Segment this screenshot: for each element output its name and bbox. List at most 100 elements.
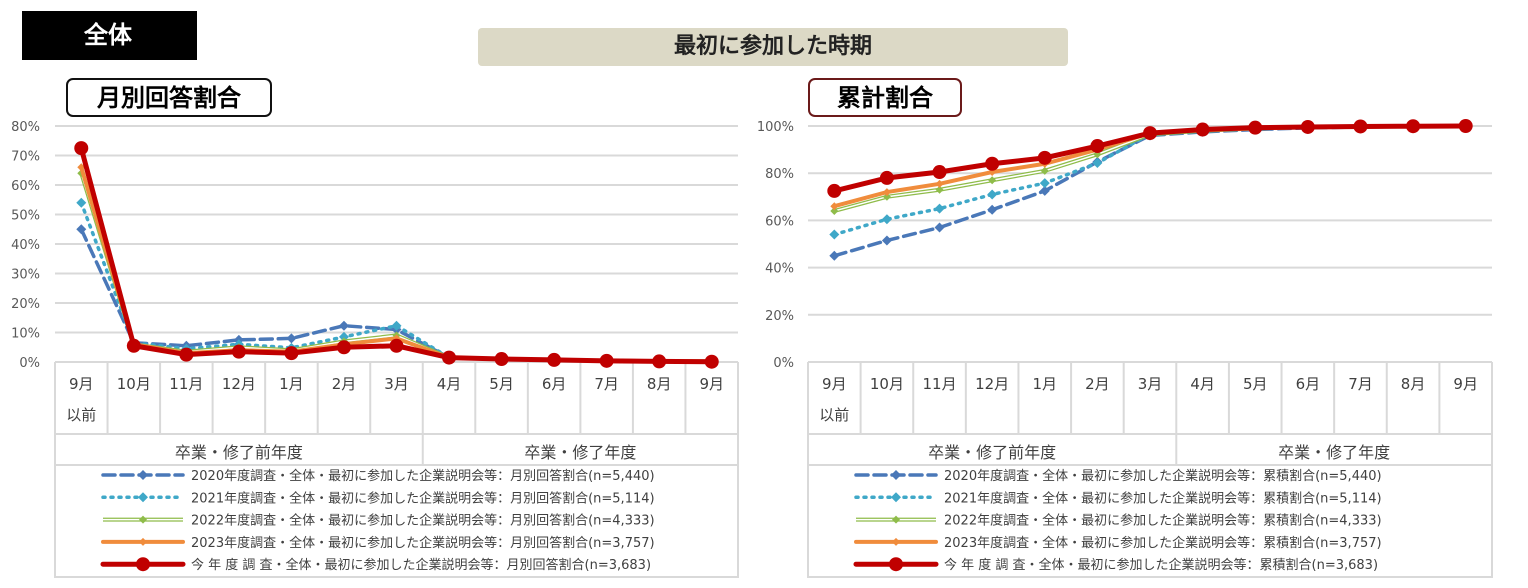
y-tick-label: 40% — [11, 238, 40, 253]
y-tick-label: 60% — [11, 179, 40, 194]
x-tick-label: 3月 — [384, 375, 409, 393]
y-tick-label: 40% — [765, 262, 794, 277]
data-point — [138, 492, 148, 503]
data-point — [1040, 166, 1049, 175]
data-point — [829, 229, 840, 240]
data-point — [1406, 119, 1421, 134]
data-point — [1353, 119, 1368, 134]
x-tick-label: 5月 — [1243, 375, 1268, 393]
data-point — [935, 185, 944, 194]
legend-label: 2021年度調査・全体・最初に参加した企業説明会等：累積割合(n=5,114) — [944, 490, 1382, 506]
y-tick-label: 80% — [11, 120, 40, 135]
data-point — [934, 203, 945, 214]
legend-label: 2020年度調査・全体・最初に参加した企業説明会等：月別回答割合(n=5,440… — [191, 468, 655, 484]
data-point — [830, 202, 839, 211]
data-point — [389, 338, 404, 353]
data-point — [891, 470, 901, 480]
data-point — [442, 350, 457, 365]
data-point — [1458, 119, 1473, 133]
data-point — [932, 165, 947, 180]
legend-label: 2020年度調査・全体・最初に参加した企業説明会等：累積割合(n=5,440) — [944, 468, 1382, 484]
data-point — [599, 353, 614, 368]
x-tick-label: 6月 — [542, 375, 567, 393]
data-point — [76, 197, 87, 208]
legend-label: 2023年度調査・全体・最初に参加した企業説明会等：月別回答割合(n=3,757… — [191, 535, 655, 551]
data-point — [1092, 158, 1103, 169]
data-point — [892, 515, 900, 524]
data-point — [829, 250, 840, 261]
data-point — [882, 192, 891, 201]
x-tick-label: 11月 — [169, 375, 203, 393]
x-tick-label: 3月 — [1138, 375, 1163, 393]
y-tick-label: 50% — [11, 209, 40, 224]
legend-label: 今 年 度 調 査・全体・最初に参加した企業説明会等：累積割合(n=3,683) — [944, 557, 1378, 573]
x-tick-label: 12月 — [975, 375, 1009, 393]
data-point — [336, 340, 351, 355]
data-point — [881, 235, 892, 246]
data-point — [889, 557, 903, 572]
legend-label: 今 年 度 調 査・全体・最初に参加した企業説明会等：月別回答割合(n=3,68… — [191, 557, 651, 573]
x-tick-label: 4月 — [1190, 375, 1215, 393]
x-tick-label: 5月 — [489, 375, 514, 393]
y-tick-label: 70% — [11, 150, 40, 165]
y-tick-label: 0% — [773, 356, 794, 371]
data-point — [704, 354, 719, 369]
x-tick-label: 9月 — [1453, 375, 1478, 393]
data-point — [286, 333, 297, 344]
data-point — [881, 214, 892, 225]
data-point — [74, 141, 89, 156]
data-point — [1300, 119, 1315, 134]
data-point — [987, 189, 998, 200]
y-tick-label: 10% — [11, 327, 40, 342]
group-label: 卒業・修了前年度 — [928, 443, 1056, 462]
scope-tag: 全体 — [22, 11, 197, 60]
data-point — [138, 470, 148, 480]
chart-title-monthly: 月別回答割合 — [66, 78, 272, 117]
y-tick-label: 20% — [765, 309, 794, 324]
legend-label: 2022年度調査・全体・最初に参加した企業説明会等：月別回答割合(n=4,333… — [191, 513, 655, 529]
data-point — [391, 320, 402, 331]
x-tick-label: 1月 — [1032, 375, 1057, 393]
data-point — [892, 537, 900, 546]
data-point — [652, 354, 667, 369]
data-point — [1039, 178, 1050, 189]
data-point — [987, 204, 998, 215]
data-point — [891, 492, 901, 503]
x-tick-label: 4月 — [437, 375, 462, 393]
y-tick-label: 30% — [11, 268, 40, 283]
x-tick-label: 10月 — [117, 375, 151, 393]
data-point — [139, 515, 147, 524]
data-point — [827, 183, 842, 198]
x-tick-label: 10月 — [870, 375, 904, 393]
y-tick-label: 60% — [765, 214, 794, 229]
data-point — [1090, 139, 1105, 154]
x-tick-label: 1月 — [279, 375, 304, 393]
data-point — [882, 188, 891, 197]
data-point — [988, 176, 997, 185]
data-point — [1037, 150, 1052, 165]
x-tick-label: 12月 — [222, 375, 256, 393]
x-tick-label: 9月 — [699, 375, 724, 393]
legend-label: 2023年度調査・全体・最初に参加した企業説明会等：累積割合(n=3,757) — [944, 535, 1382, 551]
x-tick-sublabel: 以前 — [819, 406, 849, 424]
legend-label: 2022年度調査・全体・最初に参加した企業説明会等：累積割合(n=4,333) — [944, 513, 1382, 529]
data-point — [139, 537, 147, 546]
data-point — [76, 224, 87, 235]
group-label: 卒業・修了年度 — [1278, 443, 1390, 462]
data-point — [934, 222, 945, 233]
data-point — [985, 156, 1000, 171]
data-point — [879, 170, 894, 185]
y-tick-label: 20% — [11, 297, 40, 312]
x-tick-label: 9月 — [69, 375, 94, 393]
data-point — [935, 179, 944, 188]
legend-label: 2021年度調査・全体・最初に参加した企業説明会等：月別回答割合(n=5,114… — [191, 490, 655, 506]
data-point — [1248, 120, 1263, 135]
data-point — [830, 206, 839, 215]
data-point — [179, 347, 194, 362]
data-point — [284, 346, 299, 361]
x-tick-label: 2月 — [332, 375, 357, 393]
y-tick-label: 100% — [757, 120, 794, 135]
page-title: 最初に参加した時期 — [478, 28, 1068, 66]
data-point — [136, 557, 150, 572]
group-label: 卒業・修了年度 — [524, 443, 636, 462]
